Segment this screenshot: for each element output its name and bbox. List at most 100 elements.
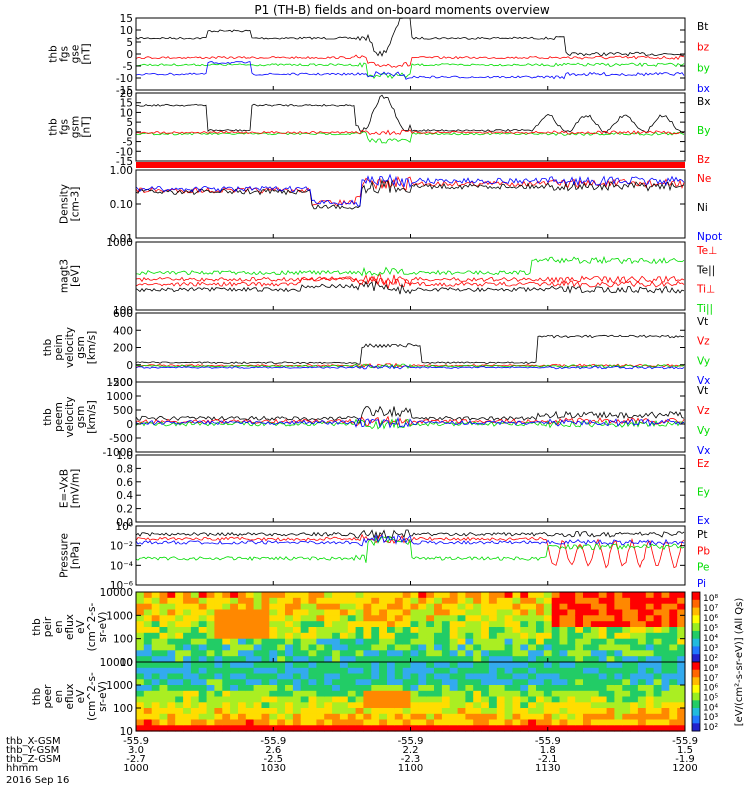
y-axis-label: (cm^2-s- [86, 672, 98, 721]
heatmap-cell [355, 662, 364, 669]
heatmap-cell [238, 615, 247, 622]
heatmap-cell [183, 662, 192, 669]
heatmap-cell [661, 597, 670, 605]
heatmap-cell [175, 679, 184, 686]
heatmap-cell [159, 627, 168, 634]
heatmap-cell [606, 690, 615, 698]
heatmap-cell [214, 644, 223, 651]
y-tick-label: 1000 [106, 391, 133, 403]
heatmap-cell [332, 690, 341, 698]
heatmap-cell [661, 702, 670, 709]
heatmap-cell [653, 609, 662, 616]
heatmap-cell [379, 603, 388, 610]
heatmap-cell [175, 719, 184, 726]
heatmap-cell [159, 609, 168, 616]
heatmap-cell [136, 702, 145, 709]
heatmap-cell [394, 667, 404, 675]
y-tick-label: 0.10 [110, 199, 133, 211]
heatmap-cell [324, 667, 333, 675]
heatmap-cell [543, 644, 553, 651]
heatmap-cell [347, 685, 357, 692]
heatmap-cell [488, 632, 498, 640]
heatmap-cell [520, 725, 529, 732]
heatmap-cell [316, 690, 325, 698]
heatmap-cell [198, 708, 207, 715]
heatmap-cell [653, 673, 662, 680]
colorbar-tick-label: 10⁵ [703, 624, 718, 634]
heatmap-cell [653, 656, 662, 663]
heatmap-cell [457, 592, 466, 599]
y-axis-label: peem [53, 402, 65, 432]
heatmap-cell [426, 621, 435, 628]
heatmap-cell [394, 615, 404, 622]
heatmap-cell [614, 603, 623, 610]
heatmap-cell [441, 656, 451, 663]
heatmap-cell [253, 603, 262, 610]
heatmap-cell [504, 662, 513, 669]
heatmap-cell [614, 597, 623, 605]
heatmap-cell [222, 708, 231, 715]
heatmap-cell [496, 597, 506, 605]
heatmap-cell [245, 638, 255, 645]
heatmap-cell [230, 638, 239, 645]
legend-entry-Pt: Pt [697, 529, 707, 541]
heatmap-cell [379, 650, 388, 657]
heatmap-cell [575, 644, 584, 651]
heatmap-cell [387, 719, 396, 726]
heatmap-cell [214, 632, 223, 640]
heatmap-cell [363, 638, 372, 645]
heatmap-cell [167, 667, 176, 675]
heatmap-cell [292, 702, 302, 709]
heatmap-cell [136, 638, 145, 645]
heatmap-cell [363, 719, 372, 726]
heatmap-cell [504, 644, 513, 651]
heatmap-cell [441, 644, 451, 651]
heatmap-cell [449, 597, 458, 605]
heatmap-cell [410, 603, 419, 610]
heatmap-cell [183, 708, 192, 715]
heatmap-cell [190, 627, 200, 634]
heatmap-cell [559, 638, 568, 645]
heatmap-cell [677, 719, 686, 726]
y-tick-label: -10 [116, 73, 133, 85]
heatmap-cell [355, 603, 364, 610]
heatmap-cell [630, 621, 639, 628]
heatmap-cell [151, 656, 160, 663]
heatmap-cell [316, 627, 325, 634]
heatmap-cell [183, 603, 192, 610]
heatmap-cell [387, 708, 396, 715]
heatmap-cell [285, 685, 294, 692]
heatmap-cell [465, 725, 474, 732]
heatmap-cell [183, 592, 192, 599]
heatmap-cell [543, 592, 553, 599]
heatmap-cell [214, 696, 223, 703]
heatmap-cell [269, 719, 278, 726]
heatmap-cell [637, 696, 647, 703]
y-tick-label: 0.0 [116, 517, 133, 529]
heatmap-cell [441, 725, 451, 732]
heatmap-cell [512, 650, 521, 657]
heatmap-cell [669, 644, 678, 651]
heatmap-cell [183, 713, 192, 721]
heatmap-cell [214, 708, 223, 715]
heatmap-cell [371, 638, 380, 645]
heatmap-cell [371, 609, 380, 616]
heatmap-cell [551, 592, 560, 599]
heatmap-cell [222, 638, 231, 645]
y-tick-label: 15 [120, 98, 133, 110]
heatmap-cell [590, 690, 600, 698]
y-tick-label: 10 [120, 107, 133, 119]
heatmap-cell [190, 644, 200, 651]
heatmap-cell [214, 656, 223, 663]
heatmap-cell [222, 685, 231, 692]
heatmap-cell [426, 690, 435, 698]
heatmap-cell [151, 685, 160, 692]
heatmap-cell [332, 673, 341, 680]
heatmap-cell [292, 667, 302, 675]
heatmap-cell [543, 679, 553, 686]
heatmap-cell [143, 615, 153, 622]
heatmap-cell [677, 621, 686, 628]
heatmap-cell [543, 719, 553, 726]
